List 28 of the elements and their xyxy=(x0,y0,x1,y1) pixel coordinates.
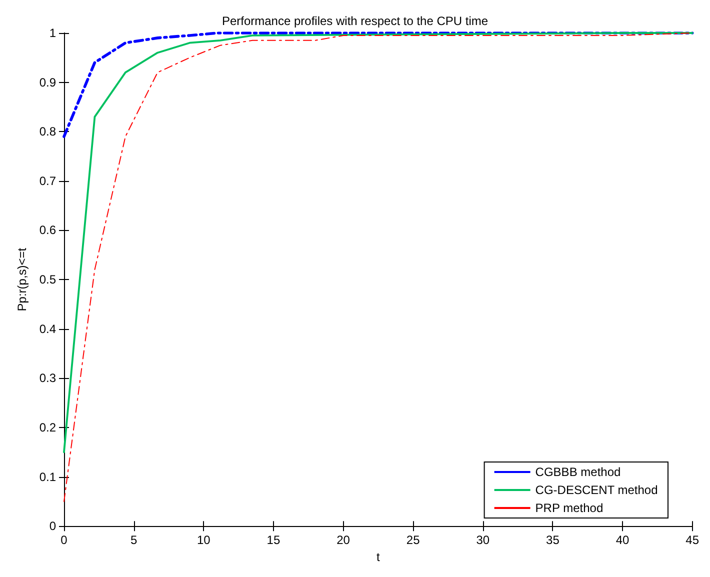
y-tick-label: 0.5 xyxy=(39,272,56,287)
x-tick-label: 40 xyxy=(616,533,630,548)
chart-title: Performance profiles with respect to the CPU time xyxy=(222,14,488,28)
y-axis-title: Pp:r(p,s)<=t xyxy=(15,247,29,312)
x-axis-title: t xyxy=(376,550,380,564)
y-tick-label: 0.8 xyxy=(39,124,56,139)
y-tick-label: 0.7 xyxy=(39,174,56,188)
legend-label: CG-DESCENT method xyxy=(535,483,658,497)
y-tick-label: 0.9 xyxy=(39,75,56,90)
x-tick-label: 10 xyxy=(196,533,211,548)
x-tick-label: 25 xyxy=(406,533,420,548)
legend-label: PRP method xyxy=(535,501,604,515)
x-tick-label: 30 xyxy=(476,533,490,548)
y-tick-label: 1 xyxy=(49,26,56,40)
y-tick-label: 0.3 xyxy=(39,371,56,386)
line-series xyxy=(62,32,694,138)
x-tick-label: 0 xyxy=(60,533,68,548)
y-tick-label: 0.1 xyxy=(39,470,56,484)
y-tick-label: 0.2 xyxy=(39,420,56,434)
y-tick-label: 0 xyxy=(49,519,56,534)
y-tick-label: 0.4 xyxy=(39,322,56,336)
x-tick-label: 5 xyxy=(130,533,138,548)
y-tick-label: 0.6 xyxy=(39,223,56,238)
x-tick-label: 20 xyxy=(336,533,350,548)
x-tick-label: 45 xyxy=(686,533,700,548)
legend-label: CGBBB method xyxy=(535,465,621,479)
x-tick-label: 35 xyxy=(546,533,560,548)
x-tick-label: 15 xyxy=(266,533,280,548)
